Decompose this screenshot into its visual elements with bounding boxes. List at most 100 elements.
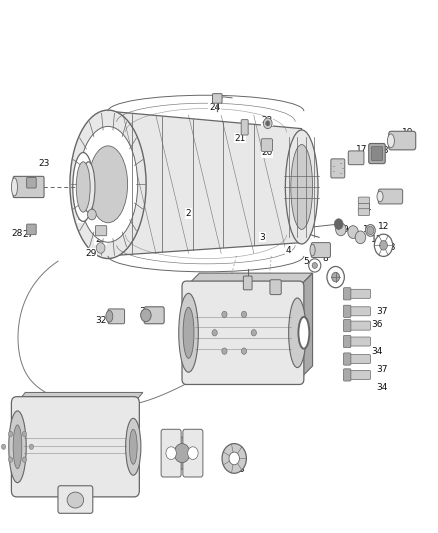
- Text: 35: 35: [266, 288, 278, 297]
- Ellipse shape: [289, 298, 306, 368]
- Ellipse shape: [179, 293, 198, 372]
- Circle shape: [1, 444, 6, 449]
- Text: 28: 28: [11, 229, 22, 238]
- Ellipse shape: [183, 307, 194, 358]
- Text: 17: 17: [356, 146, 367, 155]
- FancyBboxPatch shape: [241, 119, 248, 135]
- Text: 5: 5: [303, 257, 309, 265]
- Circle shape: [22, 431, 27, 437]
- Text: 29: 29: [85, 249, 96, 258]
- FancyBboxPatch shape: [331, 159, 345, 178]
- Text: 34: 34: [377, 383, 388, 392]
- Circle shape: [29, 444, 34, 449]
- FancyBboxPatch shape: [343, 353, 351, 365]
- Circle shape: [187, 447, 198, 459]
- Ellipse shape: [380, 240, 388, 250]
- Text: 18: 18: [378, 147, 389, 156]
- FancyBboxPatch shape: [343, 335, 351, 348]
- FancyBboxPatch shape: [348, 307, 371, 316]
- Ellipse shape: [374, 234, 392, 256]
- Circle shape: [166, 447, 177, 459]
- FancyBboxPatch shape: [348, 337, 371, 346]
- Ellipse shape: [73, 152, 94, 221]
- Circle shape: [141, 309, 151, 321]
- Ellipse shape: [377, 191, 383, 202]
- Text: 37: 37: [376, 366, 388, 374]
- FancyBboxPatch shape: [358, 209, 370, 216]
- Text: 1: 1: [129, 199, 135, 208]
- FancyBboxPatch shape: [261, 139, 272, 151]
- Circle shape: [336, 223, 346, 236]
- Text: 32: 32: [95, 316, 106, 325]
- Circle shape: [8, 431, 13, 437]
- FancyBboxPatch shape: [270, 280, 281, 295]
- Text: 12: 12: [378, 222, 389, 231]
- Text: 8: 8: [323, 254, 328, 263]
- Ellipse shape: [170, 437, 194, 469]
- FancyBboxPatch shape: [348, 289, 371, 298]
- Circle shape: [263, 118, 272, 128]
- Ellipse shape: [327, 266, 344, 288]
- Text: 7: 7: [327, 278, 333, 287]
- Ellipse shape: [291, 144, 313, 229]
- Text: 4: 4: [286, 246, 291, 255]
- FancyBboxPatch shape: [343, 319, 351, 332]
- FancyBboxPatch shape: [183, 429, 203, 477]
- Ellipse shape: [366, 224, 375, 236]
- Ellipse shape: [76, 162, 90, 212]
- Circle shape: [348, 225, 358, 238]
- Text: 22: 22: [261, 116, 272, 125]
- Text: 39: 39: [176, 449, 188, 458]
- FancyBboxPatch shape: [13, 176, 44, 198]
- FancyBboxPatch shape: [389, 131, 416, 150]
- Text: 6: 6: [303, 277, 309, 286]
- FancyBboxPatch shape: [244, 276, 252, 290]
- Ellipse shape: [106, 311, 113, 322]
- Text: 15: 15: [389, 193, 401, 202]
- FancyBboxPatch shape: [378, 189, 403, 204]
- FancyBboxPatch shape: [343, 288, 351, 300]
- FancyBboxPatch shape: [144, 307, 164, 324]
- Text: 34: 34: [371, 347, 382, 356]
- Ellipse shape: [332, 272, 339, 282]
- Circle shape: [334, 219, 343, 229]
- Circle shape: [251, 329, 256, 336]
- FancyBboxPatch shape: [58, 486, 93, 513]
- Text: 34: 34: [355, 291, 366, 300]
- Ellipse shape: [13, 425, 22, 469]
- Ellipse shape: [78, 126, 138, 242]
- FancyBboxPatch shape: [348, 354, 371, 364]
- Ellipse shape: [9, 411, 26, 483]
- Text: 20: 20: [261, 148, 272, 157]
- Text: 13: 13: [385, 244, 397, 253]
- Circle shape: [241, 311, 247, 318]
- Ellipse shape: [129, 429, 137, 464]
- Text: 24: 24: [209, 103, 220, 112]
- FancyBboxPatch shape: [343, 305, 351, 317]
- Circle shape: [8, 457, 13, 462]
- Text: 24: 24: [245, 288, 256, 297]
- FancyBboxPatch shape: [348, 151, 364, 165]
- FancyBboxPatch shape: [161, 429, 181, 477]
- FancyBboxPatch shape: [348, 321, 371, 330]
- Ellipse shape: [309, 259, 321, 272]
- FancyBboxPatch shape: [212, 94, 222, 103]
- Ellipse shape: [312, 263, 318, 268]
- Circle shape: [212, 329, 217, 336]
- FancyBboxPatch shape: [358, 197, 370, 204]
- FancyBboxPatch shape: [369, 143, 385, 164]
- Text: 3: 3: [260, 233, 265, 242]
- Text: 30: 30: [234, 352, 246, 361]
- Text: 26: 26: [78, 213, 89, 222]
- Circle shape: [355, 231, 366, 244]
- Ellipse shape: [126, 418, 141, 475]
- FancyBboxPatch shape: [371, 147, 383, 160]
- Ellipse shape: [88, 146, 127, 223]
- FancyBboxPatch shape: [27, 224, 36, 235]
- Text: 16: 16: [335, 166, 346, 175]
- Ellipse shape: [70, 110, 146, 259]
- Ellipse shape: [388, 134, 394, 148]
- FancyBboxPatch shape: [108, 309, 124, 324]
- Polygon shape: [108, 111, 302, 256]
- Ellipse shape: [82, 162, 95, 212]
